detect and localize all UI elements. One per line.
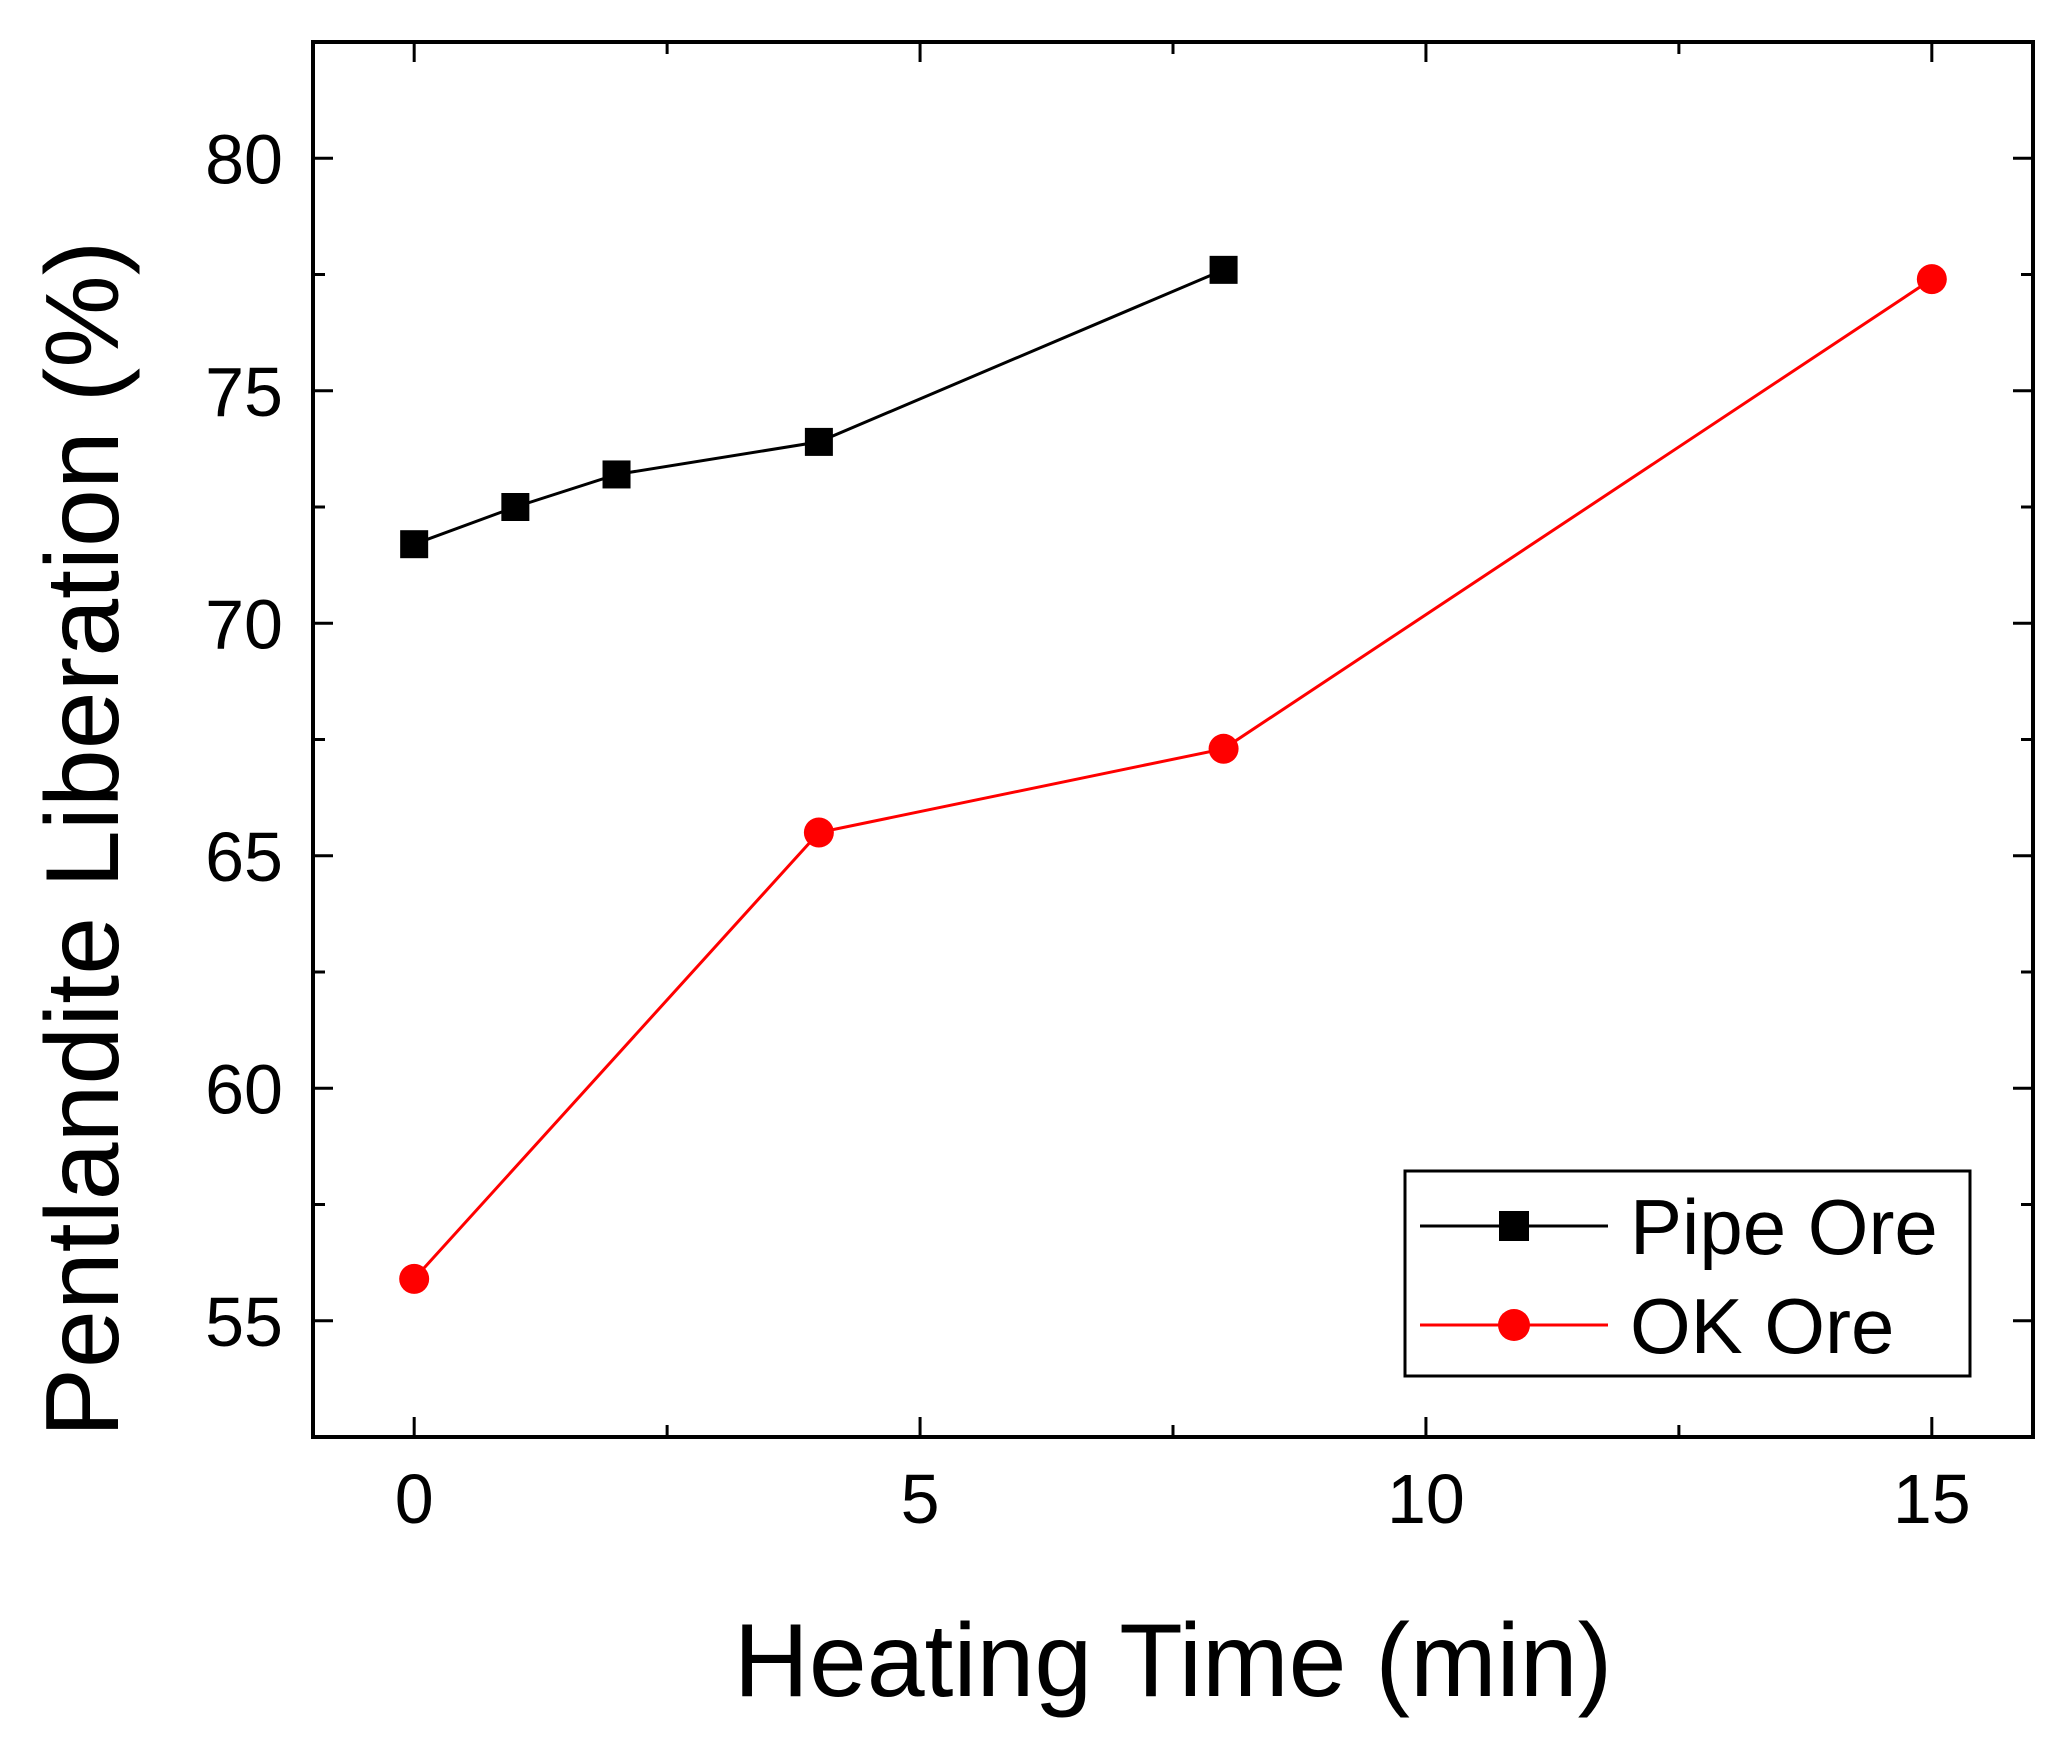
x-tick-label: 10 bbox=[1387, 1460, 1465, 1538]
legend-label-ok-ore: OK Ore bbox=[1630, 1282, 1894, 1370]
y-tick-label: 55 bbox=[205, 1283, 283, 1361]
legend-marker-ok-ore bbox=[1498, 1309, 1530, 1341]
series-line-pipe-ore bbox=[413, 268, 1225, 546]
data-point-pipe-ore bbox=[400, 530, 429, 559]
data-point-ok-ore bbox=[1208, 733, 1239, 764]
data-point-pipe-ore bbox=[804, 427, 833, 456]
axis-ticks bbox=[313, 42, 2033, 1437]
x-tick-labels: 0 5 10 15 bbox=[395, 1460, 1971, 1538]
y-tick-label: 75 bbox=[205, 353, 283, 431]
legend: Pipe Ore OK Ore bbox=[1403, 1169, 1972, 1378]
legend-marker-pipe-ore bbox=[1499, 1211, 1529, 1241]
x-tick-label: 5 bbox=[901, 1460, 940, 1538]
data-point-ok-ore bbox=[803, 817, 834, 848]
series-ok-ore bbox=[399, 264, 1947, 1294]
series-line-ok-ore bbox=[413, 277, 1933, 1280]
series-layer bbox=[399, 255, 1947, 1294]
y-axis-title: Pentlandite Liberation (%) bbox=[25, 241, 141, 1438]
data-point-ok-ore bbox=[1916, 264, 1947, 295]
y-tick-label: 80 bbox=[205, 120, 283, 198]
x-tick-label: 15 bbox=[1893, 1460, 1971, 1538]
x-tick-label: 0 bbox=[395, 1460, 434, 1538]
series-pipe-ore bbox=[400, 255, 1238, 559]
data-point-ok-ore bbox=[399, 1263, 430, 1294]
legend-label-pipe-ore: Pipe Ore bbox=[1630, 1183, 1938, 1271]
y-tick-labels: 55 60 65 70 75 80 bbox=[205, 120, 283, 1361]
y-tick-label: 60 bbox=[205, 1050, 283, 1128]
data-point-pipe-ore bbox=[602, 460, 631, 489]
legend-box bbox=[1403, 1169, 1972, 1378]
data-point-pipe-ore bbox=[501, 493, 530, 521]
data-point-pipe-ore bbox=[1209, 255, 1238, 284]
y-tick-label: 70 bbox=[205, 585, 283, 663]
x-axis-title: Heating Time (min) bbox=[734, 1603, 1612, 1719]
y-tick-label: 65 bbox=[205, 818, 283, 896]
plot-area bbox=[311, 40, 2035, 1439]
